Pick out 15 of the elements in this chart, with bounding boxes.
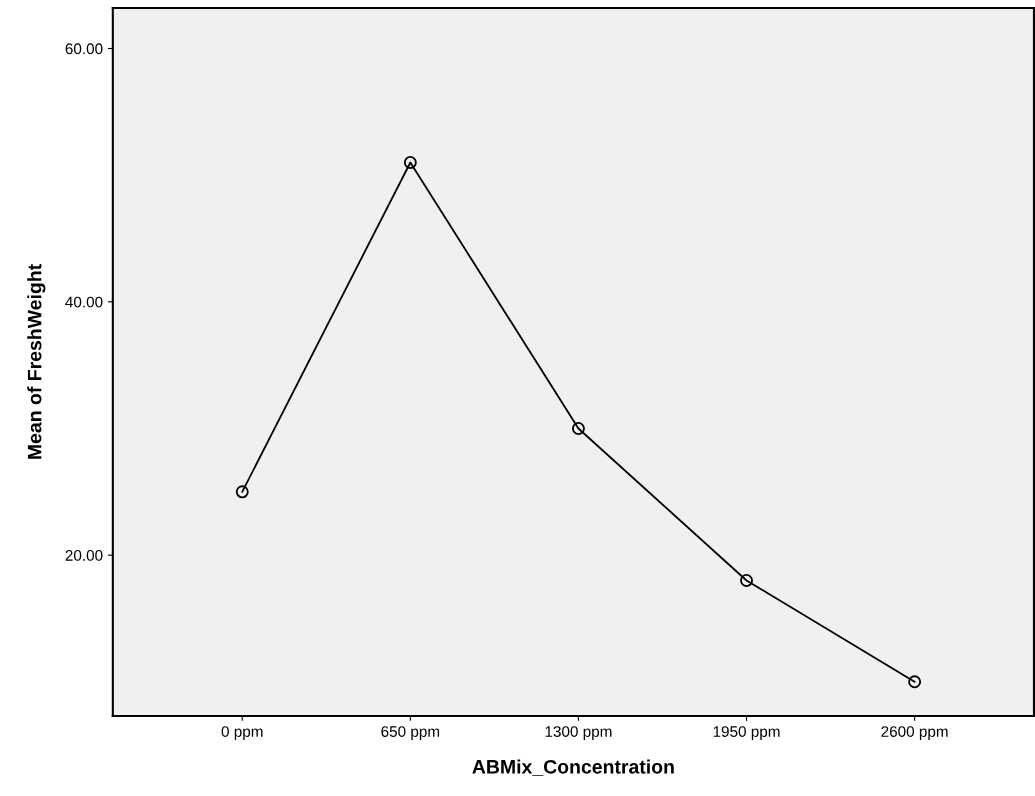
x-tick-label: 2600 ppm xyxy=(881,726,948,740)
point xyxy=(571,422,585,435)
y-tick-label: 40.00 xyxy=(65,296,103,308)
point xyxy=(235,485,249,499)
point xyxy=(908,675,922,689)
x-tick-label: 1300 ppm xyxy=(545,726,612,740)
x-tick-label: 0 ppm xyxy=(221,726,263,740)
x-tick-label: 650 ppm xyxy=(381,726,440,740)
point xyxy=(403,156,417,169)
y-tick-label: 60.00 xyxy=(65,43,103,55)
y-tick-label: 20.00 xyxy=(65,550,103,561)
point xyxy=(740,574,753,587)
y-axis-title: Mean of FreshWeight xyxy=(27,264,46,459)
x-tick-label: 1950 ppm xyxy=(713,726,780,740)
x-axis-title: ABMix_Concentration xyxy=(472,759,674,776)
